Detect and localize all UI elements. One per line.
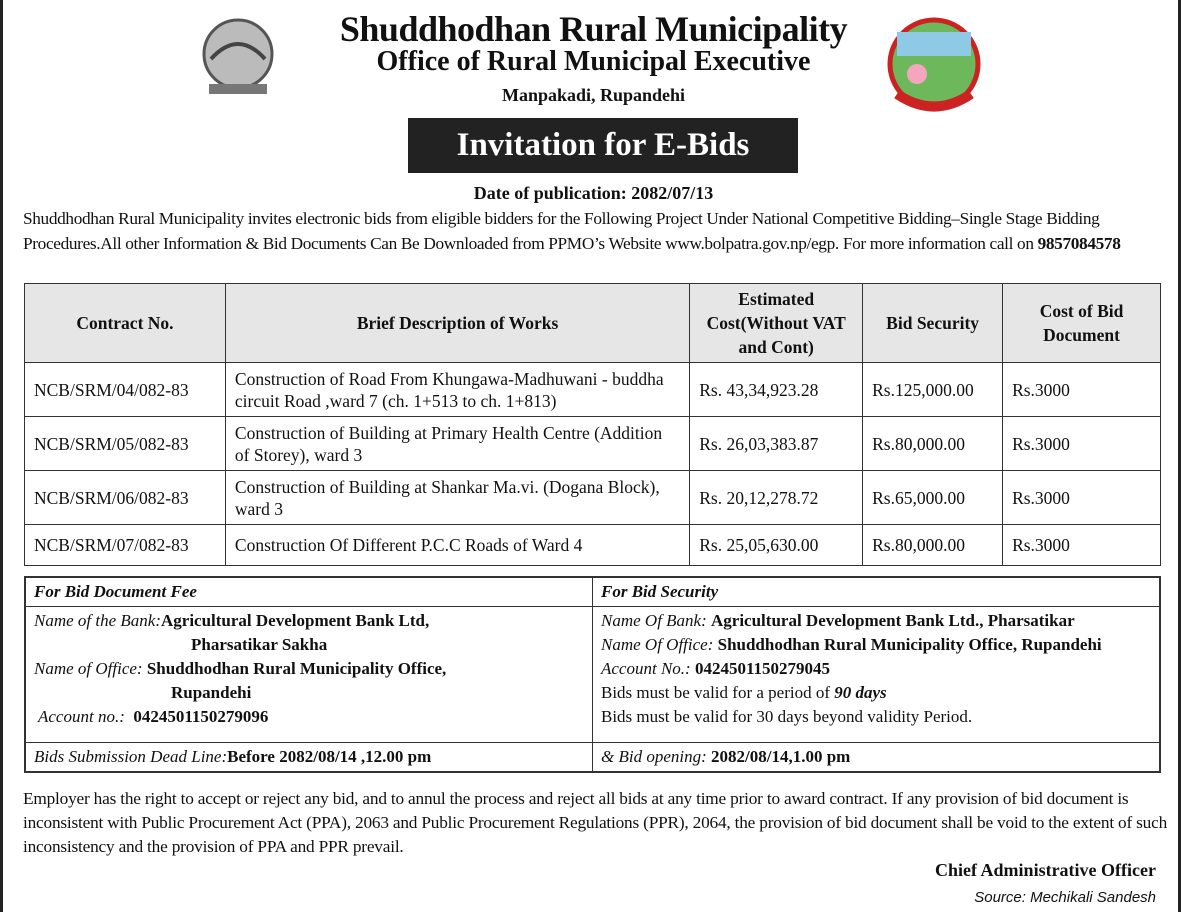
table-cell: Rs.3000 — [1002, 416, 1161, 471]
table-cell: Rs. 43,34,923.28 — [689, 362, 864, 417]
publication-date: Date of publication: 2082/07/13 — [473, 183, 714, 203]
table-cell: Construction Of Different P.C.C Roads of… — [224, 524, 691, 566]
nepal-emblem-logo — [202, 18, 274, 94]
table-cell: Rs.80,000.00 — [862, 524, 1004, 566]
table-cell: Rs. 20,12,278.72 — [689, 470, 864, 525]
table-cell: Rs.125,000.00 — [862, 362, 1004, 417]
table-cell: NCB/SRM/06/082-83 — [24, 470, 226, 525]
submission-deadline: Bids Submission Dead Line:Before 2082/08… — [24, 742, 593, 773]
table-cell: Rs.80,000.00 — [862, 416, 1004, 471]
table-cell: Rs.3000 — [1002, 470, 1161, 525]
table-cell: Construction of Building at Shankar Ma.v… — [224, 470, 691, 525]
intro-paragraph: Shuddhodhan Rural Municipality invites e… — [23, 206, 1168, 256]
table-cell: Rs.3000 — [1002, 524, 1161, 566]
page-title: Shuddhodhan Rural Municipality — [339, 9, 848, 49]
phone-number: 9857084578 — [1037, 234, 1121, 253]
col-header: Contract No. — [24, 283, 226, 363]
intro-text: Shuddhodhan Rural Municipality invites e… — [23, 209, 1100, 253]
table-cell: Rs.65,000.00 — [862, 470, 1004, 525]
signature: Chief Administrative Officer — [935, 860, 1156, 880]
table-header-row: Contract No. Brief Description of Works … — [24, 283, 1161, 363]
table-row: NCB/SRM/04/082-83 Construction of Road Fr… — [24, 362, 1161, 417]
fee-heading: For Bid Document Fee — [24, 576, 593, 607]
security-details: Name Of Bank: Agricultural Development B… — [592, 606, 1161, 743]
subtitle: Office of Rural Municipal Executive — [376, 46, 811, 77]
table-row: NCB/SRM/07/082-83 Construction Of Differe… — [24, 524, 1161, 566]
col-header: Bid Security — [862, 283, 1004, 363]
table-cell: Construction of Road From Khungawa-Madhu… — [224, 362, 691, 417]
table-cell: Construction of Building at Primary Heal… — [224, 416, 691, 471]
table-row: NCB/SRM/06/082-83 Construction of Buildin… — [24, 470, 1161, 525]
notice-banner: Invitation for E-Bids — [408, 118, 798, 173]
table-cell: NCB/SRM/04/082-83 — [24, 362, 226, 417]
table-cell: NCB/SRM/05/082-83 — [24, 416, 226, 471]
col-header: Estimated Cost(Without VAT and Cont) — [689, 283, 864, 363]
bank-details-table: For Bid Document Fee For Bid Security Na… — [24, 576, 1161, 773]
address: Manpakadi, Rupandehi — [501, 85, 686, 105]
col-header: Brief Description of Works — [224, 283, 691, 363]
table-cell: Rs.3000 — [1002, 362, 1161, 417]
footer-paragraph: Employer has the right to accept or reje… — [23, 789, 1168, 856]
source-credit: Source: Mechikali Sandesh — [974, 889, 1156, 906]
contracts-table: Contract No. Brief Description of Works … — [24, 283, 1161, 566]
table-cell: NCB/SRM/07/082-83 — [24, 524, 226, 566]
fee-details: Name of the Bank:Agricultural Developmen… — [24, 606, 593, 743]
municipality-logo — [887, 17, 981, 112]
table-cell: Rs. 26,03,383.87 — [689, 416, 864, 471]
col-header: Cost of Bid Document — [1002, 283, 1161, 363]
security-heading: For Bid Security — [592, 576, 1161, 607]
bid-opening: & Bid opening: 2082/08/14,1.00 pm — [592, 742, 1161, 773]
table-row: NCB/SRM/05/082-83 Construction of Buildin… — [24, 416, 1161, 471]
table-cell: Rs. 25,05,630.00 — [689, 524, 864, 566]
